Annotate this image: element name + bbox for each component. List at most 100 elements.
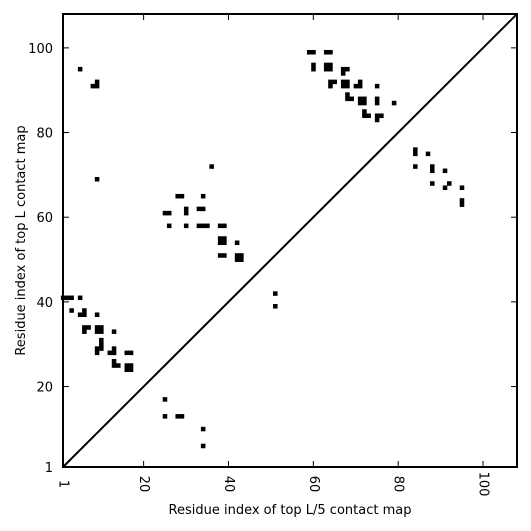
contact-point-top-l — [234, 257, 240, 262]
contact-point-top-l — [374, 96, 380, 102]
contact-point-top-l — [222, 223, 227, 229]
contact-point-top-l — [340, 66, 346, 72]
contact-point-top-l — [179, 193, 185, 199]
contact-point-top-l — [82, 329, 87, 334]
contact-point-top-l — [99, 346, 104, 351]
contact-point-top-l — [209, 164, 214, 169]
contact-point-top-l — [239, 257, 244, 262]
contact-point-top-l — [353, 83, 359, 89]
y-tick-label: 1 — [45, 461, 53, 476]
contact-point-top-l — [222, 240, 227, 246]
contact-point-top-l — [362, 113, 367, 119]
contact-point-top-l — [111, 350, 117, 356]
contact-point-top-l5 — [162, 397, 168, 402]
contact-point-top-l — [128, 363, 134, 368]
contact-point-top-l — [77, 66, 83, 72]
x-axis-title: Residue index of top L/5 contact map — [169, 503, 412, 518]
contact-point-top-l — [311, 49, 316, 55]
contact-point-top-l5 — [175, 414, 180, 419]
contact-point-top-l — [430, 164, 435, 169]
contact-point-top-l — [357, 96, 363, 102]
contact-point-top-l5 — [200, 426, 206, 432]
y-tick-label: 20 — [36, 381, 53, 396]
contact-point-top-l — [425, 151, 431, 157]
x-tick-label: 100 — [476, 472, 491, 497]
contact-point-top-l — [116, 363, 121, 368]
contact-point-top-l — [69, 295, 74, 301]
contact-point-top-l — [166, 223, 172, 229]
contact-point-top-l — [82, 312, 87, 318]
contact-point-top-l — [217, 253, 223, 258]
contact-point-top-l — [239, 253, 244, 258]
contact-point-top-l — [332, 79, 337, 85]
contact-point-top-l — [77, 295, 83, 301]
contact-point-top-l — [94, 329, 100, 334]
diagonal-line — [62, 13, 518, 468]
contact-point-top-l — [222, 253, 227, 258]
contact-point-top-l — [323, 62, 329, 68]
contact-point-top-l — [94, 350, 100, 356]
contact-point-top-l — [362, 100, 367, 106]
contact-point-top-l — [328, 83, 333, 89]
contact-point-top-l — [459, 202, 465, 207]
contact-point-top-l — [442, 185, 448, 190]
contact-point-top-l — [94, 176, 100, 182]
contact-point-top-l — [374, 83, 380, 89]
contact-point-top-l — [99, 337, 104, 343]
contact-point-top-l — [340, 71, 346, 76]
contact-point-top-l — [99, 325, 104, 330]
contact-point-top-l — [234, 240, 240, 246]
contact-point-top-l — [430, 168, 435, 174]
contact-point-top-l — [328, 49, 333, 55]
contact-point-top-l — [99, 329, 104, 334]
x-tick-label: 40 — [221, 476, 236, 493]
contact-point-top-l — [205, 223, 210, 229]
contact-point-top-l — [328, 66, 333, 72]
y-tick-label: 60 — [36, 211, 53, 226]
contact-point-top-l — [311, 62, 316, 68]
contact-point-top-l — [357, 83, 363, 89]
contact-point-top-l — [90, 83, 96, 89]
contact-point-top-l — [111, 359, 117, 364]
contact-point-top-l — [328, 79, 333, 85]
contact-point-top-l — [379, 113, 384, 119]
contact-point-top-l — [175, 193, 180, 199]
contact-point-top-l — [217, 223, 223, 229]
contact-point-top-l — [374, 117, 380, 123]
contact-point-top-l — [374, 100, 380, 106]
contact-point-top-l5 — [200, 443, 206, 449]
contact-point-top-l — [340, 79, 346, 85]
contact-point-top-l — [69, 308, 74, 313]
contact-point-top-l — [217, 236, 223, 241]
contact-point-top-l — [217, 240, 223, 246]
contact-point-top-l — [311, 66, 316, 72]
contact-point-top-l — [234, 253, 240, 258]
contact-point-top-l — [94, 83, 100, 89]
contact-point-top-l — [345, 79, 350, 85]
contact-point-top-l — [196, 206, 202, 212]
contact-point-top-l — [162, 210, 168, 216]
contact-point-top-l — [200, 206, 206, 212]
contact-point-top-l — [459, 185, 465, 190]
contact-point-top-l — [357, 79, 363, 85]
contact-point-top-l — [391, 100, 397, 106]
contact-point-top-l — [128, 367, 134, 373]
contact-point-top-l — [345, 66, 350, 72]
contact-point-top-l — [362, 96, 367, 102]
contact-point-top-l — [124, 363, 130, 368]
x-tick-label: 1 — [56, 480, 71, 488]
contact-point-top-l — [345, 83, 350, 89]
contact-point-top-l — [183, 206, 189, 212]
contact-point-top-l — [99, 342, 104, 347]
contact-point-top-l — [82, 325, 87, 330]
contact-point-top-l — [128, 350, 134, 356]
y-axis-title: Residue index of top L contact map — [14, 125, 29, 355]
contact-point-top-l — [94, 312, 100, 318]
contact-point-top-l — [183, 223, 189, 229]
contact-point-top-l — [413, 147, 418, 152]
contact-point-top-l — [442, 168, 448, 174]
contact-point-top-l — [349, 96, 354, 102]
contact-point-top-l — [374, 113, 380, 119]
